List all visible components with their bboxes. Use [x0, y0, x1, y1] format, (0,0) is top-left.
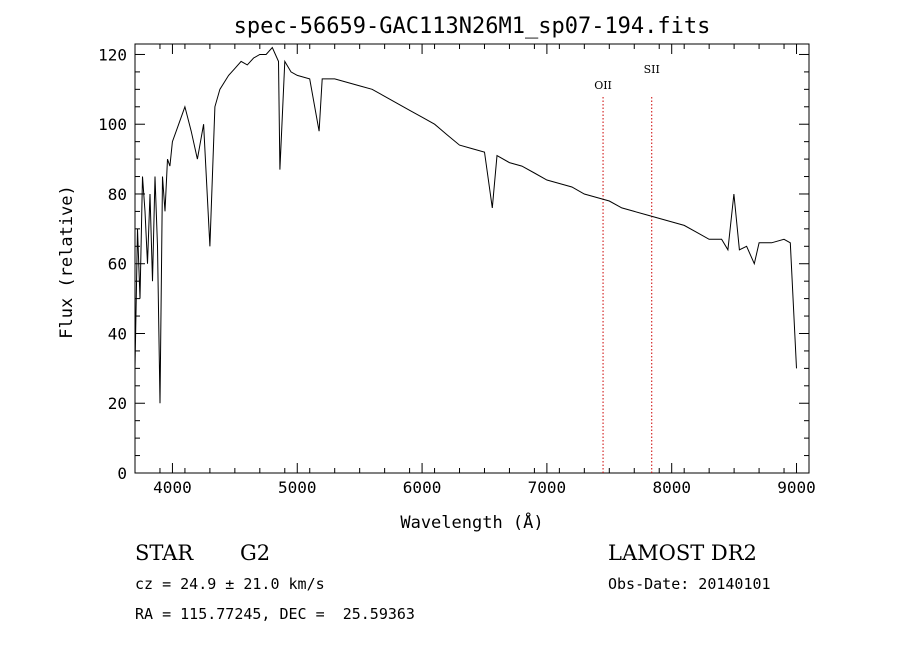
x-tick-label: 4000 [153, 478, 192, 497]
line-marker-label: OII [594, 79, 612, 92]
chart-title: spec-56659-GAC113N26M1_sp07-194.fits [234, 14, 711, 39]
x-tick-label: 8000 [652, 478, 691, 497]
y-tick-label: 80 [108, 185, 127, 204]
survey-label: LAMOST DR2 [608, 541, 757, 565]
line-markers: OII SII [594, 63, 660, 473]
y-tick-label: 60 [108, 255, 127, 274]
coordinates: RA = 115.77245, DEC = 25.59363 [135, 605, 415, 623]
obs-date: Obs-Date: 20140101 [608, 575, 771, 593]
y-tick-label: 0 [117, 464, 127, 483]
subclass-label: G2 [240, 541, 271, 565]
x-tick-label: 9000 [777, 478, 816, 497]
y-tick-label: 120 [98, 45, 127, 64]
x-tick-label: 7000 [528, 478, 567, 497]
x-axis-label: Wavelength (Å) [400, 511, 543, 533]
spectrum-line [134, 46, 797, 404]
y-tick-label: 40 [108, 324, 127, 343]
x-tick-label: 6000 [403, 478, 442, 497]
y-tick-label: 100 [98, 115, 127, 134]
line-marker-label: SII [644, 63, 660, 76]
y-tick-label: 20 [108, 394, 127, 413]
y-axis-label: Flux (relative) [57, 185, 77, 339]
axis-ticks [134, 44, 810, 474]
x-tick-label: 5000 [278, 478, 317, 497]
class-label: STAR [135, 541, 194, 565]
tick-labels: 4000 5000 6000 7000 8000 9000 0 20 40 60 80 100 120 [98, 45, 816, 497]
cz-value: cz = 24.9 ± 21.0 km/s [135, 575, 325, 593]
plot-frame [134, 43, 810, 474]
